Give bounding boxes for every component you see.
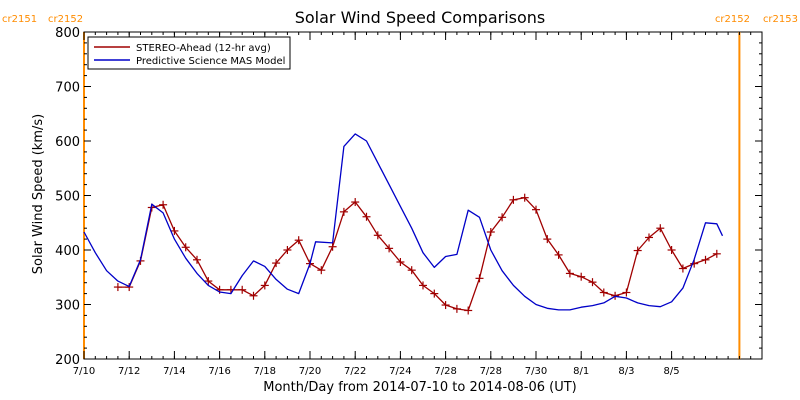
legend-box (87, 36, 291, 70)
data-point-marker (701, 255, 710, 264)
data-point-marker (170, 226, 179, 235)
data-point-marker (419, 281, 427, 290)
data-point-marker (159, 200, 168, 209)
y-tick-label: 400 (55, 244, 80, 259)
data-point-marker (441, 301, 450, 310)
data-point-marker (249, 291, 258, 300)
data-point-marker (294, 236, 303, 245)
data-point-marker (509, 195, 518, 204)
data-point-marker (385, 244, 394, 253)
data-point-marker (452, 304, 461, 313)
data-point-marker (577, 272, 586, 281)
data-point-marker (407, 266, 416, 275)
data-point-marker (486, 228, 495, 237)
data-point-marker (181, 243, 190, 252)
legend: STEREO-Ahead (12-hr avg) Predictive Scie… (87, 36, 291, 70)
series-line-mas-model (83, 133, 724, 311)
carrington-label: cr2153 (763, 14, 798, 25)
data-point-marker (328, 242, 337, 251)
data-point-marker (588, 278, 597, 287)
data-point-marker (317, 266, 326, 275)
x-tick-label: 7/16 (208, 366, 230, 377)
data-point-marker (712, 249, 721, 258)
data-point-marker (678, 264, 687, 273)
data-point-marker (543, 235, 552, 244)
data-point-marker (193, 255, 201, 264)
x-tick-label: 8/1 (573, 366, 589, 377)
x-tick-label: 7/28 (480, 366, 502, 377)
data-point-marker (113, 283, 122, 292)
y-tick-label: 200 (55, 353, 80, 368)
x-tick-label: 7/28 (434, 366, 456, 377)
y-tick-label: 700 (55, 81, 80, 96)
data-point-marker (532, 205, 540, 214)
x-tick-label: 7/10 (73, 366, 95, 377)
x-tick-label: 8/5 (664, 366, 680, 377)
chart-title: Solar Wind Speed Comparisons (295, 8, 546, 27)
legend-label-stereo: STEREO-Ahead (12-hr avg) (136, 43, 271, 54)
x-tick-label: 7/18 (254, 366, 276, 377)
y-axis-label: Solar Wind Speed (km/s) (31, 114, 46, 274)
data-point-marker (238, 285, 247, 294)
data-point-marker (351, 198, 360, 207)
data-point-marker (565, 269, 574, 278)
x-tick-label: 7/22 (344, 366, 366, 377)
x-tick-label: 7/14 (163, 366, 185, 377)
y-tick-label: 800 (55, 26, 80, 41)
y-tick-label: 500 (55, 190, 80, 205)
x-axis-label: Month/Day from 2014-07-10 to 2014-08-06 … (263, 380, 576, 395)
y-tick-label: 600 (55, 135, 80, 150)
data-point-marker (554, 250, 563, 259)
x-tick-label: 8/3 (618, 366, 634, 377)
carrington-label: cr2151 (2, 14, 37, 25)
data-point-marker (396, 257, 405, 266)
data-point-marker (373, 231, 382, 240)
y-tick-label: 300 (55, 299, 80, 314)
data-point-marker (204, 277, 213, 286)
data-point-marker (633, 246, 642, 255)
carrington-label: cr2152 (715, 14, 750, 25)
series-layer (83, 133, 724, 315)
data-point-marker (283, 246, 292, 254)
data-point-marker (362, 212, 371, 221)
data-point-marker (599, 288, 608, 297)
data-point-marker (498, 213, 507, 222)
data-point-marker (656, 224, 665, 233)
data-point-marker (645, 233, 653, 242)
data-point-marker (260, 281, 269, 290)
data-point-marker (272, 259, 281, 268)
legend-label-mas: Predictive Science MAS Model (136, 56, 285, 67)
x-tick-label: 7/12 (118, 366, 140, 377)
x-tick-label: 7/24 (389, 366, 411, 377)
data-point-marker (667, 246, 676, 254)
axes-layer: 200 300 400 500 600 700 800 7/10 7/12 7/14 7/16 7/1… (55, 26, 763, 377)
carrington-label: cr2152 (48, 14, 83, 25)
data-point-marker (622, 288, 631, 297)
data-point-marker (475, 274, 484, 283)
data-point-marker (339, 207, 348, 216)
data-point-marker (520, 193, 529, 202)
x-tick-label: 7/30 (525, 366, 547, 377)
data-point-marker (430, 289, 439, 298)
x-tick-label: 7/20 (299, 366, 321, 377)
data-point-marker (464, 306, 473, 315)
